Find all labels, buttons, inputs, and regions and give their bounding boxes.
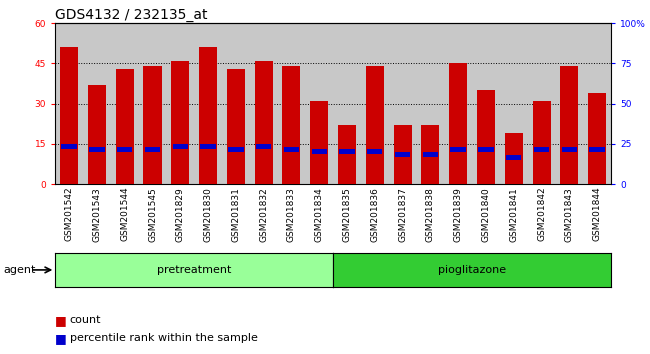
Bar <box>173 144 188 149</box>
Text: agent: agent <box>3 265 36 275</box>
Bar <box>338 125 356 184</box>
Bar <box>145 147 160 152</box>
Bar <box>282 66 300 184</box>
Text: GDS4132 / 232135_at: GDS4132 / 232135_at <box>55 8 208 22</box>
Bar <box>449 63 467 184</box>
Bar <box>506 155 521 160</box>
Text: pioglitazone: pioglitazone <box>438 265 506 275</box>
Bar <box>562 147 577 152</box>
Text: pretreatment: pretreatment <box>157 265 231 275</box>
Bar <box>227 69 245 184</box>
Bar <box>532 101 551 184</box>
Bar <box>199 47 217 184</box>
Bar <box>88 85 106 184</box>
Bar <box>477 90 495 184</box>
Bar <box>117 147 133 152</box>
Bar <box>534 147 549 152</box>
Bar <box>311 149 327 154</box>
Bar <box>560 66 578 184</box>
Bar <box>200 144 216 149</box>
Bar <box>284 147 299 152</box>
Text: percentile rank within the sample: percentile rank within the sample <box>70 333 257 343</box>
Bar <box>366 66 384 184</box>
Text: ■: ■ <box>55 314 67 327</box>
Bar <box>255 61 273 184</box>
Text: ■: ■ <box>55 332 67 344</box>
Bar <box>393 125 411 184</box>
Bar <box>450 147 466 152</box>
Bar <box>421 125 439 184</box>
Bar <box>310 101 328 184</box>
Bar <box>62 144 77 149</box>
Bar <box>171 61 189 184</box>
Bar <box>339 149 355 154</box>
Bar <box>478 147 493 152</box>
Bar <box>256 144 271 149</box>
Bar <box>367 149 382 154</box>
Bar <box>89 147 105 152</box>
Bar <box>590 147 605 152</box>
Bar <box>588 93 606 184</box>
Bar <box>395 152 410 157</box>
Bar <box>116 69 134 184</box>
Bar <box>228 147 244 152</box>
Bar <box>422 152 438 157</box>
Text: count: count <box>70 315 101 325</box>
Bar <box>144 66 162 184</box>
Bar <box>504 133 523 184</box>
Bar <box>60 47 78 184</box>
